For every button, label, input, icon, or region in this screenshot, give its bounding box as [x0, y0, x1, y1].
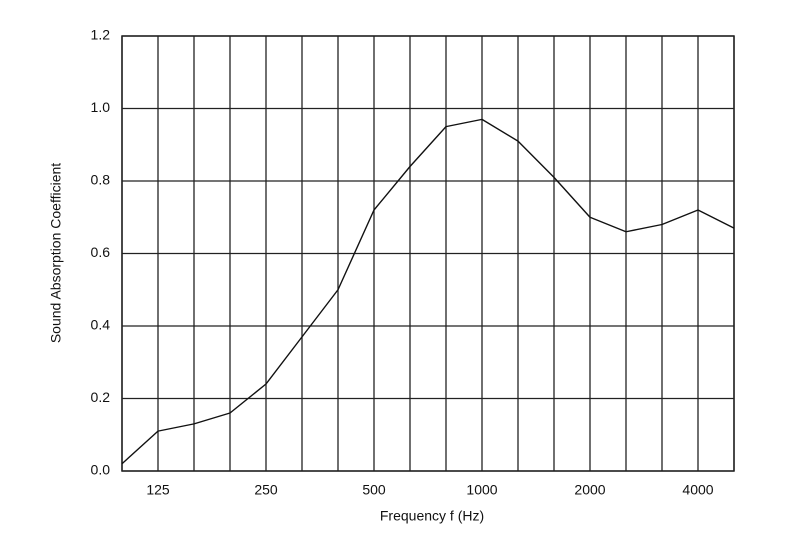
x-axis-label: Frequency f (Hz)	[380, 508, 484, 524]
x-tick-label: 2000	[574, 482, 605, 498]
x-tick-label: 250	[254, 482, 278, 498]
x-tick-label: 4000	[682, 482, 713, 498]
y-tick-label: 1.2	[91, 27, 111, 43]
y-axis-label: Sound Absorption Coefficient	[48, 163, 64, 343]
data-line	[121, 118, 735, 465]
x-tick-label: 500	[362, 482, 386, 498]
y-tick-label: 1.0	[91, 99, 111, 115]
x-tick-label: 1000	[466, 482, 497, 498]
y-tick-label: 0.0	[91, 462, 111, 478]
y-tick-label: 0.2	[91, 389, 111, 405]
y-tick-label: 0.8	[91, 172, 111, 188]
y-tick-label: 0.4	[91, 317, 111, 333]
x-tick-label: 125	[146, 482, 170, 498]
y-tick-label: 0.6	[91, 244, 111, 260]
